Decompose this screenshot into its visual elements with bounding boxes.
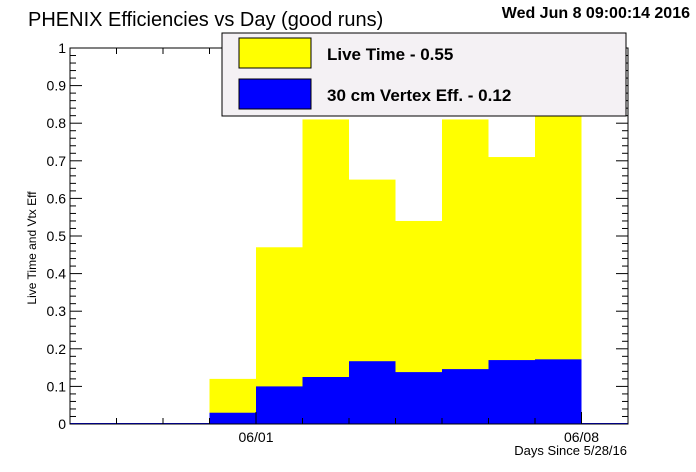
y-tick-label: 0: [58, 416, 66, 432]
y-tick-label: 0.4: [47, 266, 67, 282]
legend-swatch-live-time: [238, 37, 312, 69]
y-axis-ticks: 0 0.1 0.2 0.3 0.4 0.5 0.6 0.7 0.8 0.9 1: [47, 40, 628, 432]
y-tick-label: 0.7: [47, 153, 67, 169]
legend-swatch-vertex-eff: [238, 78, 312, 110]
vertex-eff-bar: [302, 377, 349, 424]
y-tick-label: 0.6: [47, 190, 67, 206]
vertex-eff-bar: [395, 372, 442, 424]
x-axis-ticks: 06/01 06/08: [69, 48, 629, 445]
y-tick-label: 0.1: [47, 378, 67, 394]
vertex-eff-bar: [488, 360, 535, 424]
live-time-bar: [302, 119, 349, 424]
vertex-eff-bar: [209, 412, 256, 424]
x-tick-label: 06/01: [238, 429, 273, 445]
y-tick-label: 0.9: [47, 78, 67, 94]
vertex-eff-bar: [535, 359, 582, 424]
vertex-eff-bar: [442, 369, 489, 424]
y-tick-label: 0.5: [47, 228, 67, 244]
y-tick-label: 0.3: [47, 303, 67, 319]
vertex-eff-bar: [349, 361, 396, 424]
legend-label-live-time: Live Time - 0.55: [327, 45, 453, 64]
x-tick-label: 06/08: [564, 429, 599, 445]
chart-timestamp: Wed Jun 8 09:00:14 2016: [502, 5, 690, 22]
y-tick-label: 0.2: [47, 341, 67, 357]
legend: Live Time - 0.55 30 cm Vertex Eff. - 0.1…: [221, 32, 627, 117]
y-axis-label: Live Time and Vtx Eff: [25, 191, 39, 305]
legend-label-vertex-eff: 30 cm Vertex Eff. - 0.12: [327, 86, 511, 105]
x-axis-label: Days Since 5/28/16: [514, 443, 627, 458]
y-tick-label: 0.8: [47, 115, 67, 131]
y-tick-label: 1: [58, 40, 66, 56]
vertex-eff-bars: [209, 359, 582, 424]
chart-title: PHENIX Efficiencies vs Day (good runs): [28, 9, 383, 31]
vertex-eff-bar: [256, 386, 303, 424]
y-axis-label-group: Live Time and Vtx Eff: [25, 191, 39, 305]
